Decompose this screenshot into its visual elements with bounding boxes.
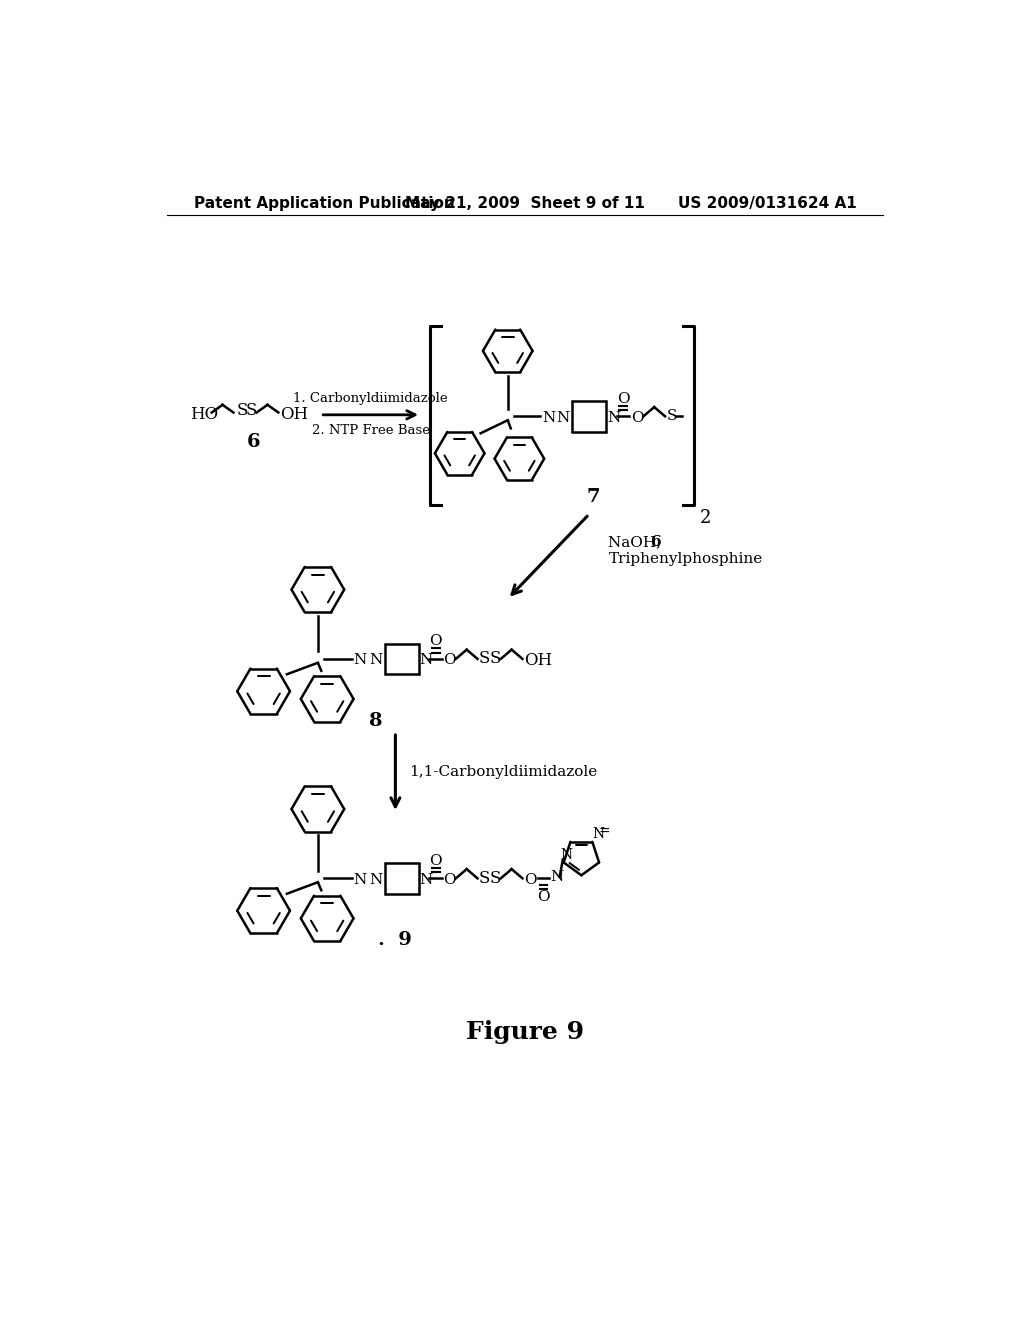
Text: O: O — [616, 392, 630, 405]
Text: N: N — [560, 849, 572, 862]
Text: OH: OH — [280, 405, 308, 422]
Text: 1. Carbonyldiimidazole: 1. Carbonyldiimidazole — [293, 392, 447, 405]
Text: S: S — [489, 651, 502, 668]
Text: O: O — [443, 873, 456, 887]
Text: N: N — [369, 873, 382, 887]
Text: 2. NTP Free Base: 2. NTP Free Base — [311, 424, 430, 437]
Text: N: N — [353, 653, 367, 668]
Text: S: S — [246, 403, 257, 420]
Text: Patent Application Publication: Patent Application Publication — [194, 195, 455, 211]
Text: N: N — [550, 870, 563, 884]
Text: HO: HO — [190, 405, 218, 422]
Text: Figure 9: Figure 9 — [466, 1020, 584, 1044]
Text: N: N — [420, 873, 433, 887]
Text: 2: 2 — [700, 508, 712, 527]
Text: .  9: . 9 — [378, 931, 413, 949]
Text: S: S — [667, 409, 677, 424]
Text: S: S — [479, 870, 490, 887]
Text: N: N — [607, 411, 621, 425]
Text: O: O — [524, 873, 537, 887]
Text: OH: OH — [524, 652, 552, 669]
Text: 8: 8 — [370, 711, 383, 730]
Text: O: O — [429, 854, 442, 867]
Text: N: N — [592, 826, 604, 841]
Text: US 2009/0131624 A1: US 2009/0131624 A1 — [678, 195, 856, 211]
Text: N: N — [542, 411, 555, 425]
Text: N: N — [420, 653, 433, 668]
Text: 1,1-Carbonyldiimidazole: 1,1-Carbonyldiimidazole — [410, 766, 598, 779]
Text: O: O — [443, 653, 456, 668]
Text: O: O — [429, 634, 442, 648]
Text: O: O — [537, 890, 550, 904]
Text: 7: 7 — [587, 488, 600, 506]
Text: S: S — [479, 651, 490, 668]
Text: 6: 6 — [247, 433, 260, 450]
Text: S: S — [237, 403, 248, 420]
Text: O: O — [631, 411, 644, 425]
Text: Triphenylphosphine: Triphenylphosphine — [608, 552, 763, 566]
Text: NaOH,: NaOH, — [608, 535, 667, 549]
Text: N: N — [556, 411, 569, 425]
Text: 6: 6 — [651, 535, 662, 549]
Text: May 21, 2009  Sheet 9 of 11: May 21, 2009 Sheet 9 of 11 — [404, 195, 645, 211]
Text: S: S — [489, 870, 502, 887]
Text: N: N — [369, 653, 382, 668]
Text: N: N — [353, 873, 367, 887]
Text: =: = — [598, 825, 610, 838]
